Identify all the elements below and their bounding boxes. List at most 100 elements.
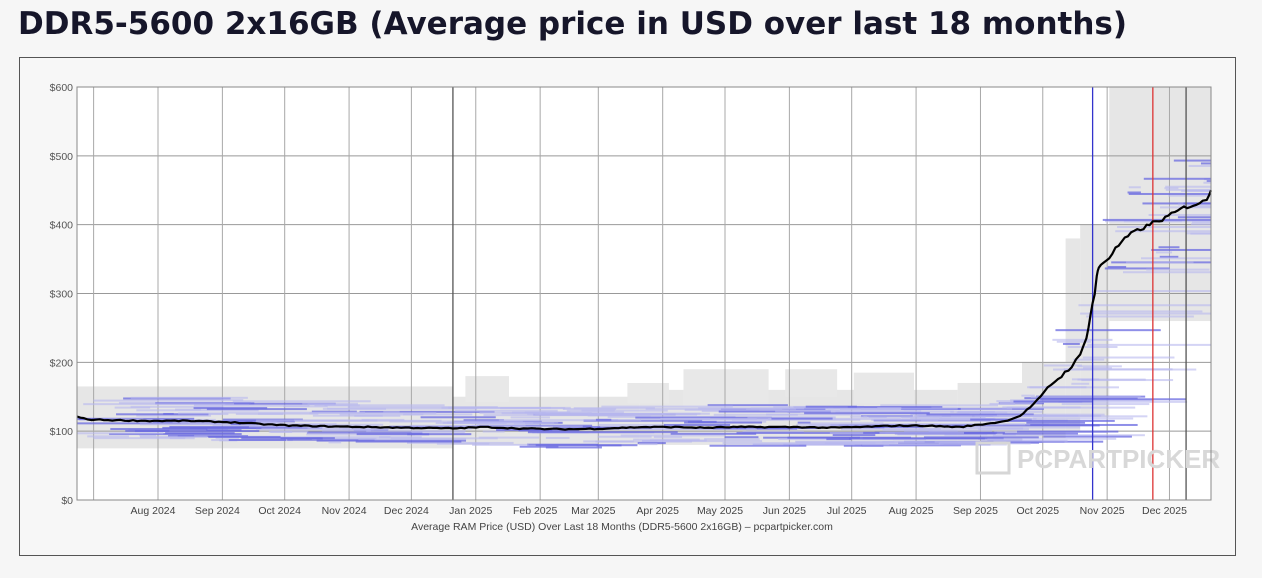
chart-frame: PCPARTPICKER $0 $100 $200 $300 $400 $500 $600 A… <box>19 57 1236 556</box>
retailer-price-band <box>1002 406 1081 409</box>
x-tick-label: Sep 2024 <box>195 505 240 517</box>
retailer-price-band <box>225 402 336 405</box>
retailer-price-band <box>709 444 807 447</box>
retailer-price-band <box>193 407 268 410</box>
retailer-price-band <box>361 418 405 421</box>
retailer-price-band <box>257 412 319 415</box>
retailer-price-band <box>406 441 514 444</box>
retailer-price-band <box>1073 358 1105 361</box>
retailer-price-band <box>356 433 472 436</box>
retailer-price-band <box>268 430 309 433</box>
retailer-price-band <box>162 426 262 429</box>
retailer-price-band <box>1185 205 1211 208</box>
retailer-price-band <box>1071 382 1090 385</box>
retailer-price-band <box>1087 343 1211 346</box>
retailer-price-band <box>1083 367 1112 370</box>
retailer-price-band <box>1081 379 1174 382</box>
retailer-price-band <box>420 416 496 419</box>
retailer-price-band <box>283 405 328 408</box>
watermark-text: PCPARTPICKER <box>1017 444 1220 474</box>
retailer-price-band <box>879 431 965 434</box>
retailer-price-band <box>797 421 811 424</box>
retailer-price-band <box>1206 180 1211 183</box>
retailer-price-band <box>839 408 900 411</box>
retailer-price-band <box>684 421 762 424</box>
retailer-price-band <box>882 441 1007 444</box>
retailer-price-band <box>307 427 348 430</box>
retailer-price-band <box>1168 194 1211 197</box>
retailer-price-band <box>987 438 1023 441</box>
retailer-price-band <box>1104 267 1170 270</box>
retailer-price-band <box>881 423 1026 426</box>
price-chart: PCPARTPICKER $0 $100 $200 $300 $400 $500 $600 A… <box>50 82 1221 533</box>
retailer-price-band <box>328 441 342 444</box>
retailer-price-band <box>917 415 942 418</box>
x-tick-label: Jun 2025 <box>763 505 806 517</box>
retailer-price-band <box>1164 187 1179 190</box>
retailer-price-band <box>136 414 212 417</box>
retailer-price-band <box>993 415 1148 418</box>
retailer-price-band <box>83 403 235 406</box>
retailer-price-band <box>206 408 307 411</box>
retailer-price-band <box>342 428 389 431</box>
retailer-price-band <box>871 418 939 421</box>
retailer-price-band <box>1043 364 1082 367</box>
retailer-price-band <box>978 437 1117 440</box>
retailer-price-band <box>519 445 559 448</box>
retailer-price-band <box>482 430 505 433</box>
retailer-price-band <box>309 412 437 415</box>
x-tick-label: Oct 2024 <box>258 505 301 517</box>
retailer-price-band <box>472 443 529 446</box>
x-tick-label: May 2025 <box>697 505 743 517</box>
retailer-price-band <box>921 419 1068 422</box>
y-tick-label: $100 <box>50 426 74 438</box>
retailer-price-band <box>724 436 759 439</box>
retailer-price-band <box>221 399 244 402</box>
retailer-price-band <box>498 419 642 422</box>
retailer-price-band <box>1082 356 1175 359</box>
retailer-price-band <box>1165 185 1211 188</box>
retailer-price-band <box>446 421 488 424</box>
retailer-price-band <box>810 422 884 425</box>
retailer-price-band <box>235 412 284 415</box>
y-tick-label: $600 <box>50 82 74 94</box>
retailer-price-band <box>314 404 445 407</box>
retailer-price-band <box>1203 181 1211 184</box>
retailer-price-band <box>359 410 495 413</box>
retailer-price-band <box>951 424 1100 427</box>
retailer-price-band <box>510 416 550 419</box>
retailer-price-band <box>746 428 757 431</box>
x-tick-label: Oct 2025 <box>1016 505 1059 517</box>
retailer-price-band <box>1123 271 1211 274</box>
retailer-price-band <box>736 431 886 434</box>
retailer-price-band <box>587 412 710 415</box>
retailer-price-band <box>595 418 612 421</box>
retailer-price-band <box>1040 398 1187 401</box>
retailer-price-band <box>653 435 683 438</box>
retailer-price-band <box>1142 202 1211 205</box>
watermark-logo-icon <box>975 441 1011 475</box>
retailer-price-band <box>1026 421 1086 424</box>
retailer-price-band <box>535 444 638 447</box>
x-tick-label: Sep 2025 <box>953 505 998 517</box>
retailer-price-band <box>901 416 986 419</box>
retailer-price-band <box>139 434 157 437</box>
retailer-price-band <box>768 417 901 420</box>
retailer-price-band <box>1017 430 1119 433</box>
retailer-price-band <box>713 413 798 416</box>
retailer-price-band <box>1053 368 1197 371</box>
price-range-block <box>785 369 838 397</box>
retailer-price-band <box>212 424 256 427</box>
retailer-price-band <box>766 413 861 416</box>
retailer-price-band <box>1156 251 1173 254</box>
x-tick-label: Dec 2025 <box>1142 505 1187 517</box>
retailer-price-band <box>116 413 209 416</box>
x-axis-caption: Average RAM Price (USD) Over Last 18 Mon… <box>411 521 833 533</box>
x-tick-label: Nov 2025 <box>1080 505 1125 517</box>
average-price-line <box>76 189 1213 431</box>
retailer-price-band <box>527 431 678 434</box>
retailer-price-band <box>496 429 553 432</box>
retailer-price-band <box>570 427 713 430</box>
retailer-price-band <box>208 435 281 438</box>
x-tick-label: Aug 2024 <box>131 505 176 517</box>
